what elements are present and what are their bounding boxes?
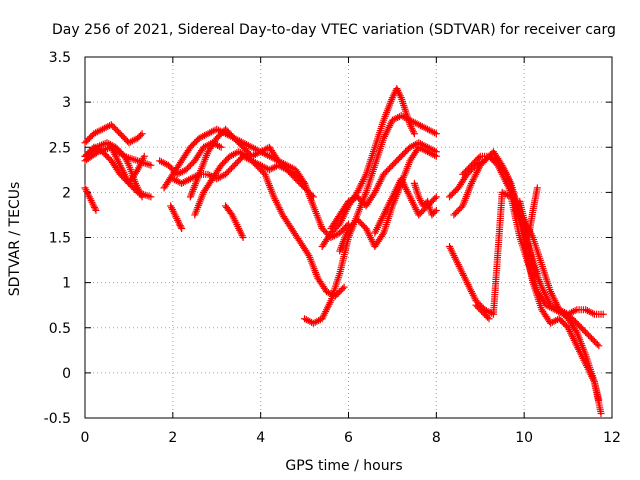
series-s7: [156, 139, 225, 178]
series-s17: [336, 143, 440, 255]
data-point: [91, 203, 99, 211]
series-s4: [81, 139, 146, 201]
data-point: [138, 130, 146, 138]
y-tick-label: 0: [62, 366, 71, 382]
x-tick-label: 8: [432, 430, 441, 446]
y-tick-label: 0.5: [49, 321, 71, 337]
data-point: [572, 327, 580, 335]
x-tick-label: 12: [603, 430, 621, 446]
y-tick-label: 2: [62, 185, 71, 201]
data-point: [595, 342, 603, 350]
data-point: [178, 224, 186, 232]
data-point: [599, 310, 607, 318]
x-tick-label: 4: [256, 430, 265, 446]
data-point: [597, 409, 605, 417]
y-axis-label: SDTVAR / TECUs: [7, 182, 23, 297]
data-layer: [81, 85, 607, 417]
series-s16: [327, 139, 440, 232]
x-tick-label: 10: [515, 430, 533, 446]
data-point: [137, 131, 145, 139]
data-point: [432, 130, 440, 138]
data-point: [432, 152, 440, 160]
series-s15: [318, 85, 418, 251]
x-axis-label: GPS time / hours: [285, 458, 402, 474]
series-s25: [516, 184, 541, 241]
data-point: [177, 223, 185, 231]
data-point: [176, 221, 184, 229]
data-point: [432, 206, 440, 214]
data-point: [140, 152, 148, 160]
series-s12: [222, 202, 247, 241]
series-s6: [81, 184, 100, 214]
y-tick-label: 3.5: [49, 50, 71, 66]
data-point: [90, 202, 98, 210]
data-point: [175, 220, 183, 228]
chart-title: Day 256 of 2021, Sidereal Day-to-day VTE…: [52, 22, 616, 38]
series-s10: [186, 125, 352, 241]
data-point: [379, 231, 387, 239]
data-point: [431, 208, 439, 216]
y-tick-label: -0.5: [44, 411, 71, 427]
data-point: [431, 194, 439, 202]
series-s18: [371, 175, 440, 237]
data-point: [484, 313, 492, 321]
data-point: [91, 205, 99, 213]
series-s14: [301, 112, 440, 327]
data-point: [239, 234, 247, 241]
data-point: [147, 161, 155, 169]
y-tick-label: 1.5: [49, 231, 71, 247]
series-s23: [459, 152, 603, 404]
series-s26: [472, 301, 493, 323]
x-tick-label: 6: [344, 430, 353, 446]
data-point: [138, 193, 146, 201]
data-point: [485, 315, 493, 323]
data-point: [475, 154, 483, 162]
data-point: [340, 283, 348, 291]
series-s5: [107, 143, 148, 187]
x-tick-label: 0: [81, 430, 90, 446]
data-point: [595, 396, 603, 404]
series-s9: [169, 152, 309, 187]
data-point: [339, 285, 347, 293]
y-tick-label: 2.5: [49, 140, 71, 156]
series-s11: [191, 148, 348, 300]
x-tick-label: 2: [168, 430, 177, 446]
data-point: [133, 168, 141, 176]
data-point: [299, 178, 307, 186]
series-s13: [167, 202, 186, 232]
data-point: [304, 250, 312, 258]
data-point: [217, 143, 225, 151]
data-point: [432, 193, 440, 201]
y-tick-label: 3: [62, 95, 71, 111]
data-point: [593, 340, 601, 348]
data-point: [533, 184, 541, 192]
tick-layer: 0 2 4 6 8 10 12 -0.5 0 0.5 1 1.5 2 2.5 3 3.5: [44, 50, 621, 446]
series-s19: [410, 179, 440, 219]
y-tick-label: 1: [62, 276, 71, 292]
series-s2: [81, 121, 146, 147]
series-s20: [446, 188, 603, 350]
data-point: [147, 193, 155, 201]
data-point: [410, 130, 418, 138]
data-point: [92, 206, 100, 214]
